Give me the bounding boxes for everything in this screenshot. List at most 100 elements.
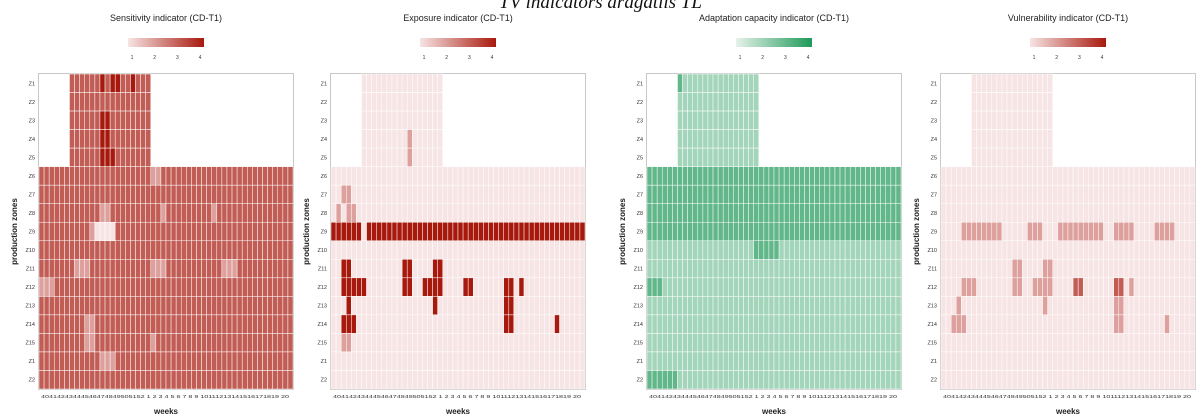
heatmap-cell bbox=[976, 92, 982, 112]
heatmap-cell bbox=[523, 277, 530, 297]
heatmap-cell bbox=[406, 147, 413, 167]
heatmap-cell bbox=[895, 184, 902, 204]
heatmap-cell bbox=[135, 92, 141, 112]
heatmap-cell bbox=[656, 333, 663, 353]
heatmap-cell bbox=[646, 221, 653, 242]
heatmap-cell bbox=[981, 333, 987, 353]
heatmap-cell bbox=[1037, 92, 1043, 112]
heatmap-cell bbox=[799, 370, 805, 390]
heatmap-cell bbox=[330, 277, 337, 297]
heatmap-cell bbox=[79, 184, 85, 204]
heatmap-cell bbox=[1057, 221, 1064, 242]
heatmap-cell bbox=[1052, 184, 1059, 204]
heatmap-cell bbox=[1062, 221, 1069, 242]
heatmap-cell bbox=[483, 166, 489, 186]
heatmap-cell bbox=[717, 129, 724, 149]
heatmap-cell bbox=[447, 296, 454, 316]
heatmap-cell bbox=[1011, 166, 1018, 186]
heatmap-cell bbox=[462, 166, 469, 186]
heatmap-cell bbox=[125, 92, 131, 112]
heatmap-cell bbox=[1011, 184, 1018, 204]
heatmap-cell bbox=[712, 314, 719, 334]
heatmap-cell bbox=[150, 259, 157, 279]
heatmap-cell bbox=[687, 166, 693, 186]
heatmap-cell bbox=[1016, 221, 1023, 242]
heatmap-cell bbox=[226, 351, 233, 371]
heatmap-cell bbox=[1082, 370, 1089, 390]
heatmap-cell bbox=[564, 221, 571, 242]
heatmap-cell bbox=[89, 203, 96, 223]
heatmap-cell bbox=[702, 351, 709, 371]
heatmap-cell bbox=[406, 333, 413, 353]
heatmap-cell bbox=[814, 370, 820, 390]
heatmap-cell bbox=[160, 277, 167, 297]
heatmap-cell bbox=[493, 314, 499, 334]
heatmap-cell bbox=[549, 221, 555, 242]
heatmap-cell bbox=[667, 184, 673, 204]
heatmap-cell bbox=[819, 370, 826, 390]
heatmap-cell bbox=[371, 203, 377, 223]
heatmap-cell bbox=[53, 333, 60, 353]
heatmap-cell bbox=[236, 221, 243, 242]
heatmap-cell bbox=[43, 351, 50, 371]
legend-tick-label: 2 bbox=[1055, 55, 1058, 61]
heatmap-cell bbox=[1062, 351, 1069, 371]
heatmap-cell bbox=[386, 370, 393, 390]
heatmap-cell bbox=[356, 203, 362, 223]
heatmap-cell bbox=[728, 129, 734, 149]
heatmap-cell bbox=[401, 166, 408, 186]
heatmap-cell bbox=[247, 351, 253, 371]
heatmap-cell bbox=[109, 277, 116, 297]
heatmap-cell bbox=[150, 296, 157, 316]
heatmap-cell bbox=[1118, 259, 1125, 279]
heatmap-cell bbox=[236, 240, 243, 260]
heatmap-cell bbox=[950, 370, 957, 390]
heatmap-cell bbox=[79, 351, 85, 371]
heatmap-cell bbox=[483, 333, 489, 353]
heatmap-cell bbox=[1088, 203, 1094, 223]
heatmap-cell bbox=[282, 277, 289, 297]
heatmap-cell bbox=[43, 221, 50, 242]
heatmap-cell bbox=[447, 184, 454, 204]
heatmap-cell bbox=[824, 203, 831, 223]
heatmap-cell bbox=[155, 240, 162, 260]
heatmap-cell bbox=[996, 277, 1003, 297]
heatmap-cell bbox=[717, 296, 724, 316]
heatmap-cell bbox=[996, 314, 1003, 334]
heatmap-cell bbox=[252, 296, 258, 316]
heatmap-cell bbox=[890, 184, 897, 204]
heatmap-cell bbox=[150, 314, 157, 334]
heatmap-cell bbox=[366, 333, 372, 353]
heatmap-cell bbox=[386, 92, 393, 112]
heatmap-cell bbox=[503, 166, 510, 186]
heatmap-cell bbox=[488, 370, 494, 390]
heatmap-cell bbox=[799, 221, 805, 242]
heatmap-cell bbox=[1006, 296, 1013, 316]
y-axis-label: production zones bbox=[912, 198, 921, 265]
heatmap-cell bbox=[211, 221, 218, 242]
heatmap-cell bbox=[569, 221, 576, 242]
heatmap-cell bbox=[79, 240, 85, 260]
heatmap-cell bbox=[950, 277, 957, 297]
heatmap-cell bbox=[483, 259, 489, 279]
heatmap-cell bbox=[452, 370, 459, 390]
heatmap-cell bbox=[165, 333, 172, 353]
heatmap-cell bbox=[412, 147, 418, 167]
heatmap-cell bbox=[707, 129, 714, 149]
heatmap-cell bbox=[554, 166, 560, 186]
heatmap-cell bbox=[1098, 314, 1104, 334]
heatmap-cell bbox=[1169, 221, 1175, 242]
heatmap-cell bbox=[447, 203, 454, 223]
heatmap-cell bbox=[1138, 240, 1145, 260]
y-tick-label: Z8 bbox=[29, 211, 35, 217]
heatmap-cell bbox=[386, 203, 393, 223]
heatmap-cell bbox=[287, 184, 294, 204]
heatmap-cell bbox=[728, 240, 734, 260]
heatmap-cell bbox=[814, 240, 820, 260]
heatmap-cell bbox=[457, 240, 464, 260]
heatmap-cell bbox=[391, 333, 398, 353]
heatmap-cell bbox=[386, 314, 393, 334]
heatmap-cell bbox=[880, 333, 887, 353]
heatmap-cell bbox=[38, 166, 45, 186]
heatmap-cell bbox=[768, 203, 775, 223]
